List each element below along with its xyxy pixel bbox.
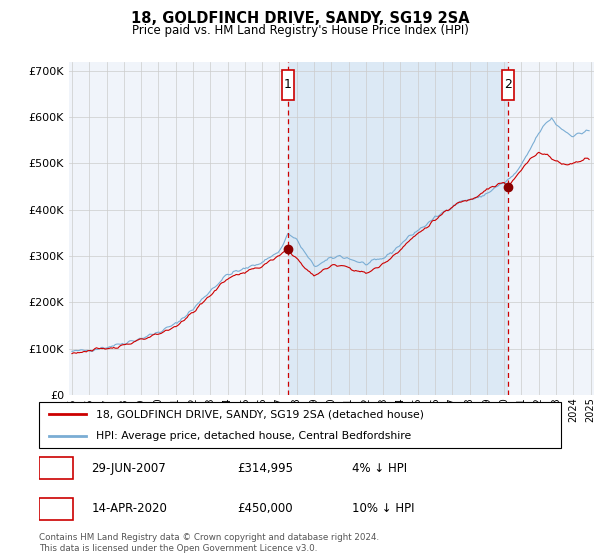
Text: £314,995: £314,995 (238, 461, 293, 474)
Text: 2: 2 (505, 78, 512, 91)
FancyBboxPatch shape (502, 70, 514, 100)
FancyBboxPatch shape (39, 457, 73, 479)
Text: 4% ↓ HPI: 4% ↓ HPI (352, 461, 407, 474)
Text: 14-APR-2020: 14-APR-2020 (91, 502, 167, 515)
Text: HPI: Average price, detached house, Central Bedfordshire: HPI: Average price, detached house, Cent… (97, 431, 412, 441)
FancyBboxPatch shape (39, 498, 73, 520)
Text: 29-JUN-2007: 29-JUN-2007 (91, 461, 166, 474)
Bar (288, 62, 508, 395)
Text: £450,000: £450,000 (238, 502, 293, 515)
Text: 1: 1 (284, 78, 292, 91)
Text: 10% ↓ HPI: 10% ↓ HPI (352, 502, 415, 515)
FancyBboxPatch shape (282, 70, 294, 100)
Text: 18, GOLDFINCH DRIVE, SANDY, SG19 2SA (detached house): 18, GOLDFINCH DRIVE, SANDY, SG19 2SA (de… (97, 409, 424, 419)
Text: 1: 1 (52, 461, 59, 474)
Text: Contains HM Land Registry data © Crown copyright and database right 2024.
This d: Contains HM Land Registry data © Crown c… (39, 533, 379, 553)
Text: 18, GOLDFINCH DRIVE, SANDY, SG19 2SA: 18, GOLDFINCH DRIVE, SANDY, SG19 2SA (131, 11, 469, 26)
Text: 2: 2 (52, 502, 59, 515)
Text: Price paid vs. HM Land Registry's House Price Index (HPI): Price paid vs. HM Land Registry's House … (131, 24, 469, 37)
